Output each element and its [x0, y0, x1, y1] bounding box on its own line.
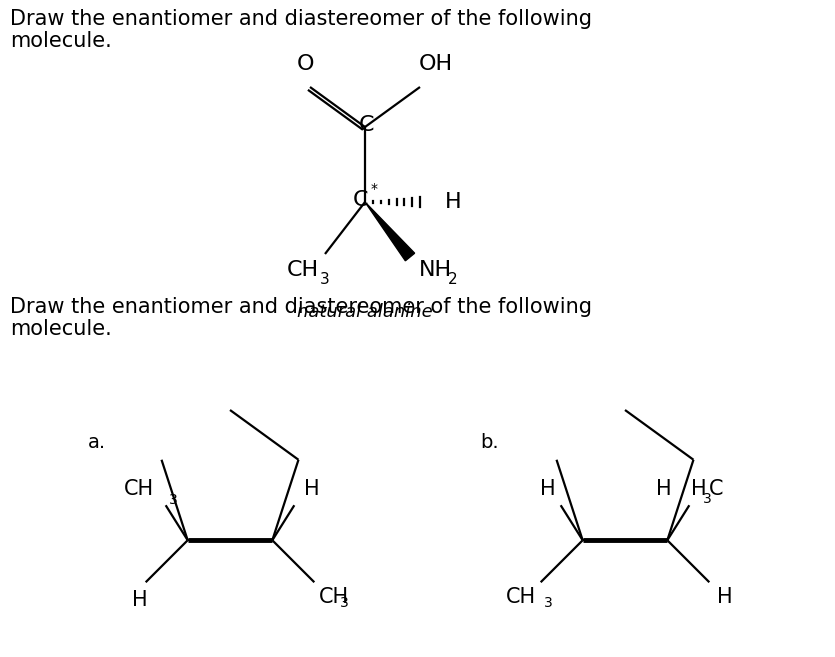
Text: a.: a.	[88, 432, 106, 451]
Text: b.: b.	[480, 432, 498, 451]
Text: H: H	[691, 479, 707, 499]
Text: H: H	[132, 590, 148, 610]
Text: CH: CH	[505, 587, 536, 607]
Text: CH: CH	[287, 260, 319, 280]
Text: natural alanine: natural alanine	[297, 303, 433, 321]
Text: 3: 3	[169, 493, 177, 507]
Polygon shape	[365, 202, 415, 261]
Text: 3: 3	[703, 492, 712, 507]
Text: C: C	[353, 190, 369, 210]
Text: molecule.: molecule.	[10, 319, 112, 339]
Text: H: H	[717, 587, 733, 607]
Text: O: O	[297, 54, 315, 74]
Text: C: C	[358, 115, 374, 135]
Text: *: *	[371, 182, 377, 196]
Text: H: H	[655, 479, 671, 499]
Text: Draw the enantiomer and diastereomer of the following: Draw the enantiomer and diastereomer of …	[10, 297, 592, 317]
Text: 2: 2	[448, 273, 458, 288]
Text: 3: 3	[341, 597, 349, 610]
Text: C: C	[709, 479, 724, 499]
Text: CH: CH	[124, 479, 154, 499]
Text: OH: OH	[419, 54, 453, 74]
Text: 3: 3	[544, 597, 553, 610]
Text: molecule.: molecule.	[10, 31, 112, 51]
Text: H: H	[445, 192, 462, 212]
Text: 3: 3	[320, 273, 330, 288]
Text: CH: CH	[319, 587, 349, 607]
Text: Draw the enantiomer and diastereomer of the following: Draw the enantiomer and diastereomer of …	[10, 9, 592, 29]
Text: H: H	[304, 479, 320, 499]
Text: H: H	[540, 479, 555, 499]
Text: NH: NH	[419, 260, 452, 280]
